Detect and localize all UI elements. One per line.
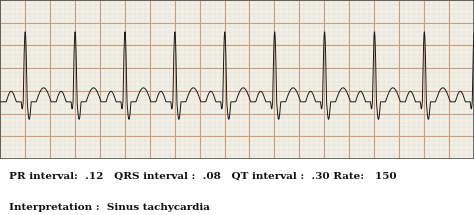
Text: Interpretation :  Sinus tachycardia: Interpretation : Sinus tachycardia (9, 203, 210, 212)
Text: PR interval:  .12   QRS interval :  .08   QT interval :  .30 Rate:   150: PR interval: .12 QRS interval : .08 QT i… (9, 171, 397, 180)
